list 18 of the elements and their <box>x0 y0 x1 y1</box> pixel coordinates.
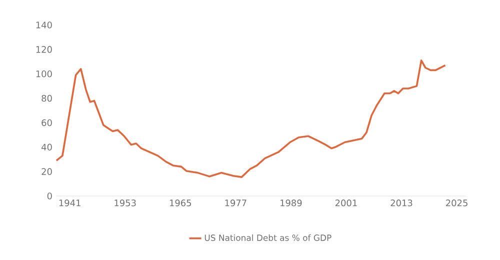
x-tick-label: 1941 <box>59 200 80 206</box>
y-tick-label: 0 <box>47 192 52 200</box>
x-tick-label: 1989 <box>280 200 302 206</box>
y-tick-label: 100 <box>36 70 52 78</box>
y-tick-label: 40 <box>42 144 52 151</box>
x-tick-label: 2001 <box>335 200 357 206</box>
y-tick-label: 60 <box>42 119 52 126</box>
x-tick-label: 2025 <box>446 200 468 206</box>
y-tick-label: 20 <box>42 168 52 175</box>
y-tick-label: 80 <box>42 94 52 102</box>
x-tick-label: 2013 <box>390 200 412 206</box>
y-tick-label: 140 <box>36 22 52 28</box>
x-tick-label: 1977 <box>225 200 246 206</box>
legend-label: US National Debt as % of GDP <box>204 234 332 241</box>
x-tick-label: 1965 <box>170 200 192 206</box>
line-series <box>56 60 446 178</box>
x-tick-label: 1953 <box>114 200 136 206</box>
y-tick-label: 120 <box>36 46 52 53</box>
